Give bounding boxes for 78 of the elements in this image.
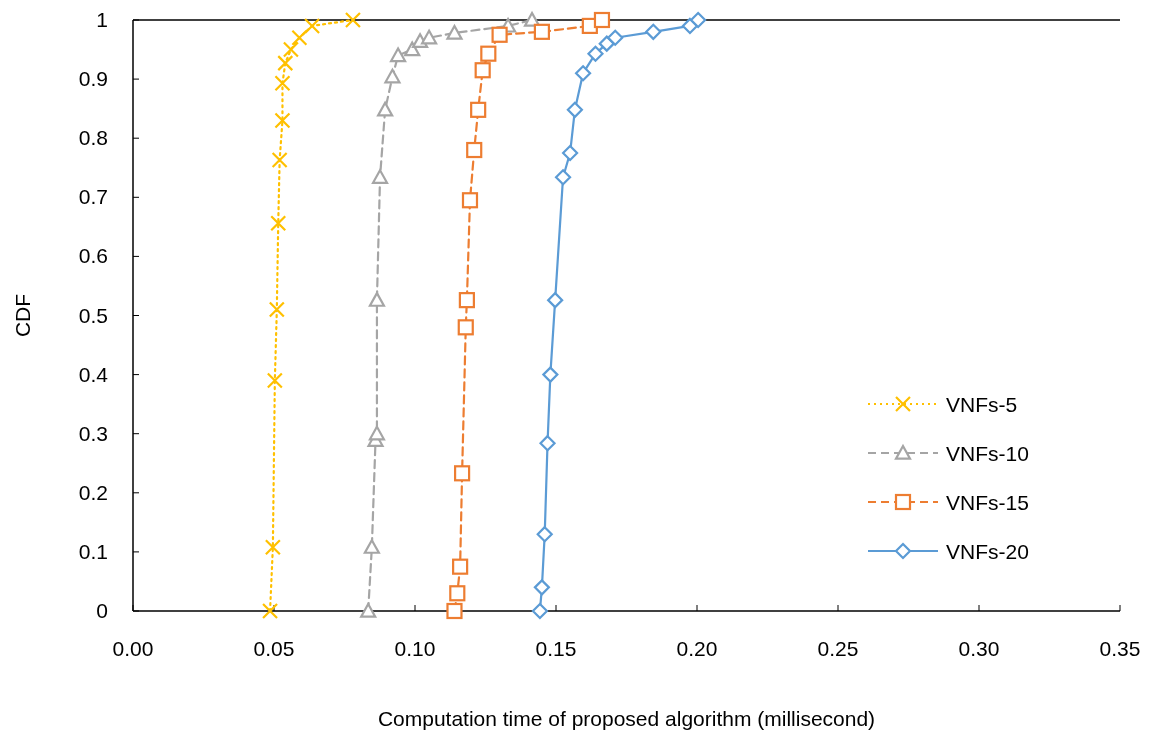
point bbox=[344, 11, 362, 29]
point bbox=[533, 23, 550, 40]
point bbox=[371, 169, 389, 184]
point bbox=[271, 151, 288, 169]
x-tick-label: 0.05 bbox=[253, 637, 295, 660]
legend-label: VNFs-15 bbox=[946, 491, 1029, 514]
y-axis-title: CDF bbox=[11, 293, 34, 338]
point bbox=[274, 112, 291, 129]
x-tick-label: 0.25 bbox=[817, 637, 859, 660]
point bbox=[587, 45, 604, 62]
point bbox=[261, 602, 279, 620]
point bbox=[377, 101, 394, 117]
y-tick-label: 0.2 bbox=[78, 480, 108, 504]
point bbox=[368, 292, 386, 307]
x-tick-label: 0.35 bbox=[1099, 637, 1141, 660]
y-tick-label: 0.1 bbox=[78, 539, 108, 563]
point bbox=[274, 75, 291, 92]
legend-label: VNFs-5 bbox=[946, 393, 1018, 416]
y-tick-label: 0.7 bbox=[78, 185, 108, 209]
x-tick-label: 0.00 bbox=[112, 637, 154, 660]
x-axis-title: Computation time of proposed algorithm (millisecond) bbox=[377, 707, 876, 730]
point bbox=[446, 24, 463, 40]
point bbox=[491, 26, 508, 43]
point bbox=[458, 292, 475, 309]
point bbox=[523, 11, 541, 27]
y-tick-label: 0.6 bbox=[78, 244, 108, 268]
legend-label: VNFs-20 bbox=[946, 540, 1029, 563]
y-tick-label: 0.4 bbox=[78, 362, 109, 386]
point bbox=[466, 141, 483, 159]
point bbox=[593, 11, 611, 29]
point bbox=[470, 101, 487, 118]
x-tick-label: 0.30 bbox=[958, 637, 1000, 660]
point bbox=[542, 366, 559, 383]
y-tick-label: 0.9 bbox=[78, 67, 108, 91]
point bbox=[480, 45, 497, 62]
x-tick-label: 0.20 bbox=[676, 637, 718, 660]
legend-label: VNFs-10 bbox=[946, 442, 1029, 465]
point bbox=[539, 435, 556, 452]
y-tick-label: 1 bbox=[96, 8, 108, 31]
point bbox=[574, 65, 592, 82]
point bbox=[566, 101, 583, 118]
point bbox=[645, 23, 662, 40]
point bbox=[270, 215, 287, 232]
x-tick-label: 0.15 bbox=[535, 637, 577, 660]
point bbox=[474, 62, 491, 79]
point bbox=[461, 192, 479, 209]
point bbox=[389, 47, 407, 63]
point bbox=[421, 29, 438, 45]
point bbox=[268, 301, 285, 318]
point bbox=[264, 539, 281, 556]
point bbox=[562, 144, 579, 162]
y-tick-label: 0.5 bbox=[78, 303, 108, 327]
point bbox=[536, 526, 553, 543]
point bbox=[363, 539, 380, 554]
point bbox=[533, 579, 550, 596]
point bbox=[690, 11, 707, 29]
y-tick-label: 0.3 bbox=[78, 421, 108, 445]
point bbox=[531, 602, 549, 620]
y-tick-label: 0.8 bbox=[78, 126, 108, 150]
point bbox=[449, 585, 466, 602]
point bbox=[607, 29, 624, 46]
point bbox=[457, 319, 474, 336]
point bbox=[368, 425, 386, 441]
y-tick-label: 0 bbox=[96, 599, 108, 622]
point bbox=[277, 55, 294, 72]
point bbox=[404, 41, 421, 57]
x-tick-label: 0.10 bbox=[394, 637, 436, 660]
point bbox=[453, 465, 471, 482]
point bbox=[282, 41, 300, 58]
point bbox=[452, 558, 469, 575]
point bbox=[266, 372, 283, 389]
point bbox=[446, 602, 463, 620]
point bbox=[384, 68, 401, 84]
point bbox=[291, 29, 308, 46]
point bbox=[547, 292, 564, 309]
point bbox=[303, 17, 321, 35]
point bbox=[554, 169, 572, 186]
point bbox=[360, 602, 377, 618]
